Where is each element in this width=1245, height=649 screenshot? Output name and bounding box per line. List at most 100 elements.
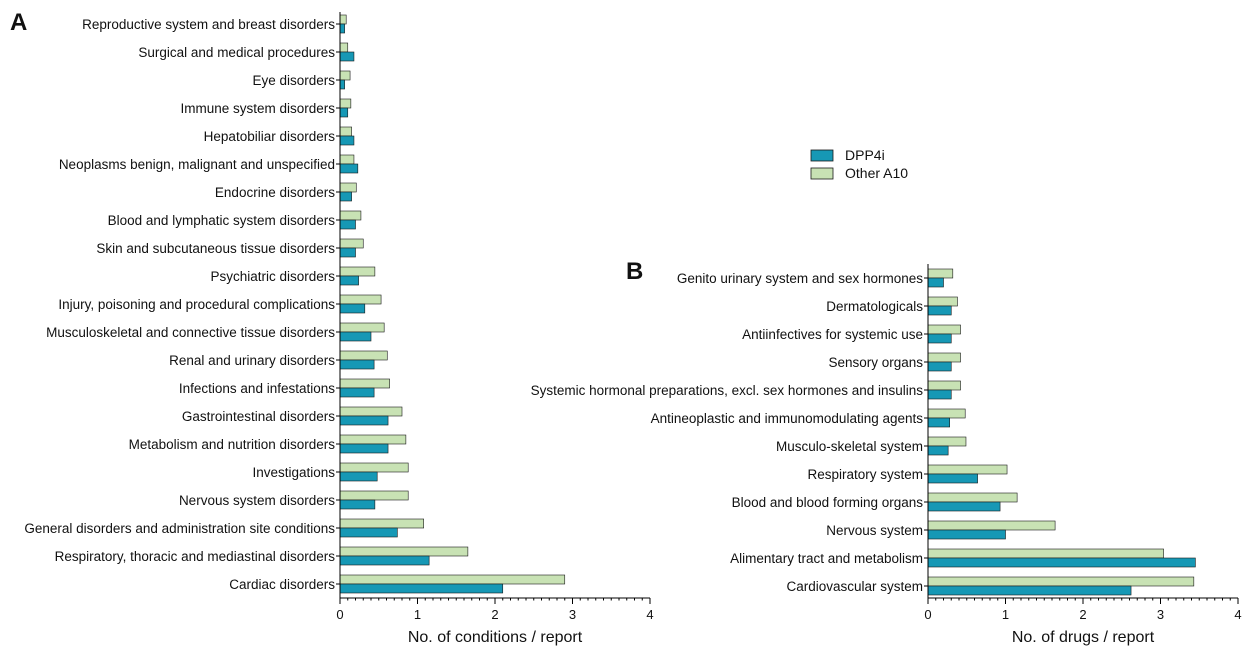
bar-other-a10-psychiatric-disorders	[339, 266, 376, 277]
x-tick-label: 3	[1157, 607, 1164, 622]
bar-dpp4i-psychiatric-disorders	[339, 275, 359, 286]
bar-other-a10-hepatobiliar-disorders	[339, 126, 352, 137]
bar-other-a10-blood-and-lymphatic-system-disorders	[339, 210, 362, 221]
bar-other-a10-nervous-system	[927, 520, 1056, 531]
bar-dpp4i-cardiac-disorders	[339, 583, 504, 594]
bar-other-a10-blood-and-blood-forming-organs	[927, 492, 1018, 503]
bar-other-a10-reproductive-system-and-breast-disorders	[339, 14, 347, 25]
bar-other-a10-respiratory-thoracic-and-mediastinal-disorders	[339, 546, 469, 557]
bar-dpp4i-general-disorders-and-administration-site-conditions	[339, 527, 398, 538]
bar-dpp4i-blood-and-blood-forming-organs	[927, 501, 1001, 512]
category-label-respiratory-thoracic-and-mediastinal-disorders: Respiratory, thoracic and mediastinal di…	[55, 549, 336, 564]
category-label-renal-and-urinary-disorders: Renal and urinary disorders	[169, 353, 335, 368]
bar-other-a10-respiratory-system	[927, 464, 1008, 475]
bar-other-a10-musculo-skeletal-system	[927, 436, 967, 447]
bar-dpp4i-systemic-hormonal-preparations-excl-sex-hormones-and-insulins	[927, 389, 952, 400]
bar-dpp4i-cardiovascular-system	[927, 585, 1132, 596]
category-label-nervous-system-disorders: Nervous system disorders	[179, 493, 335, 508]
category-label-musculoskeletal-and-connective-tissue-disorders: Musculoskeletal and connective tissue di…	[46, 325, 335, 340]
bar-other-a10-gastrointestinal-disorders	[339, 406, 403, 417]
x-tick-label: 4	[646, 607, 653, 622]
bar-dpp4i-respiratory-system	[927, 473, 978, 484]
bar-dpp4i-sensory-organs	[927, 361, 952, 372]
legend: DPP4i Other A10	[810, 147, 908, 181]
bar-dpp4i-antineoplastic-and-immunomodulating-agents	[927, 417, 951, 428]
x-tick-label: 0	[336, 607, 343, 622]
category-label-musculo-skeletal-system: Musculo-skeletal system	[776, 439, 923, 454]
category-label-sensory-organs: Sensory organs	[828, 355, 923, 370]
bar-other-a10-injury-poisoning-and-procedural-complications	[339, 294, 382, 305]
legend-label-dpp4i: DPP4i	[845, 147, 885, 163]
category-label-blood-and-lymphatic-system-disorders: Blood and lymphatic system disorders	[108, 213, 336, 228]
legend-swatch-dpp4i	[810, 149, 834, 162]
bar-other-a10-general-disorders-and-administration-site-conditions	[339, 518, 424, 529]
bar-dpp4i-skin-and-subcutaneous-tissue-disorders	[339, 247, 356, 258]
bar-other-a10-skin-and-subcutaneous-tissue-disorders	[339, 238, 364, 249]
category-label-genito-urinary-system-and-sex-hormones: Genito urinary system and sex hormones	[677, 271, 923, 286]
category-label-alimentary-tract-and-metabolism: Alimentary tract and metabolism	[730, 551, 923, 566]
bar-other-a10-neoplasms-benign-malignant-and-unspecified	[339, 154, 355, 165]
bar-other-a10-alimentary-tract-and-metabolism	[927, 548, 1164, 559]
category-label-infections-and-infestations: Infections and infestations	[179, 381, 335, 396]
category-label-antiinfectives-for-systemic-use: Antiinfectives for systemic use	[742, 327, 923, 342]
x-tick-label: 2	[491, 607, 498, 622]
bar-other-a10-cardiovascular-system	[927, 576, 1195, 587]
category-label-endocrine-disorders: Endocrine disorders	[215, 185, 335, 200]
bar-other-a10-surgical-and-medical-procedures	[339, 42, 349, 53]
bar-dpp4i-eye-disorders	[339, 79, 345, 90]
category-label-eye-disorders: Eye disorders	[252, 73, 335, 88]
bar-dpp4i-musculoskeletal-and-connective-tissue-disorders	[339, 331, 372, 342]
bar-dpp4i-renal-and-urinary-disorders	[339, 359, 375, 370]
bar-dpp4i-musculo-skeletal-system	[927, 445, 949, 456]
x-tick-label: 1	[1002, 607, 1009, 622]
legend-label-other-a10: Other A10	[845, 165, 908, 181]
bar-dpp4i-investigations	[339, 471, 378, 482]
category-label-injury-poisoning-and-procedural-complications: Injury, poisoning and procedural complic…	[58, 297, 335, 312]
category-label-respiratory-system: Respiratory system	[807, 467, 923, 482]
bar-other-a10-infections-and-infestations	[339, 378, 390, 389]
bar-dpp4i-gastrointestinal-disorders	[339, 415, 389, 426]
bar-other-a10-antiinfectives-for-systemic-use	[927, 324, 961, 335]
bar-dpp4i-nervous-system	[927, 529, 1006, 540]
bar-dpp4i-nervous-system-disorders	[339, 499, 376, 510]
x-tick-label: 4	[1234, 607, 1241, 622]
bar-dpp4i-antiinfectives-for-systemic-use	[927, 333, 952, 344]
bar-dpp4i-surgical-and-medical-procedures	[339, 51, 355, 62]
category-label-antineoplastic-and-immunomodulating-agents: Antineoplastic and immunomodulating agen…	[651, 411, 924, 426]
category-label-metabolism-and-nutrition-disorders: Metabolism and nutrition disorders	[129, 437, 336, 452]
panel-b-label: B	[626, 258, 643, 285]
bar-other-a10-systemic-hormonal-preparations-excl-sex-hormones-and-insulins	[927, 380, 961, 391]
panel-a-plot: Reproductive system and breast disorders…	[24, 12, 654, 622]
bar-other-a10-metabolism-and-nutrition-disorders	[339, 434, 407, 445]
category-label-blood-and-blood-forming-organs: Blood and blood forming organs	[732, 495, 924, 510]
category-label-gastrointestinal-disorders: Gastrointestinal disorders	[182, 409, 335, 424]
category-label-dermatologicals: Dermatologicals	[826, 299, 923, 314]
category-label-reproductive-system-and-breast-disorders: Reproductive system and breast disorders	[82, 17, 335, 32]
bar-other-a10-eye-disorders	[339, 70, 351, 81]
category-label-immune-system-disorders: Immune system disorders	[180, 101, 335, 116]
x-tick-label: 2	[1079, 607, 1086, 622]
x-tick-label: 0	[924, 607, 931, 622]
panel-b: B Genito urinary system and sex hormones…	[531, 258, 1242, 646]
category-label-general-disorders-and-administration-site-conditions: General disorders and administration sit…	[24, 521, 335, 536]
bar-other-a10-sensory-organs	[927, 352, 961, 363]
bar-other-a10-immune-system-disorders	[339, 98, 352, 109]
category-label-hepatobiliar-disorders: Hepatobiliar disorders	[204, 129, 336, 144]
category-label-systemic-hormonal-preparations-excl-sex-hormones-and-insulins: Systemic hormonal preparations, excl. se…	[531, 383, 924, 398]
bar-dpp4i-injury-poisoning-and-procedural-complications	[339, 303, 366, 314]
bar-other-a10-nervous-system-disorders	[339, 490, 409, 501]
bar-dpp4i-respiratory-thoracic-and-mediastinal-disorders	[339, 555, 430, 566]
bar-dpp4i-endocrine-disorders	[339, 191, 352, 202]
bar-other-a10-antineoplastic-and-immunomodulating-agents	[927, 408, 966, 419]
bar-dpp4i-alimentary-tract-and-metabolism	[927, 557, 1196, 568]
bar-dpp4i-metabolism-and-nutrition-disorders	[339, 443, 389, 454]
category-label-cardiovascular-system: Cardiovascular system	[786, 579, 923, 594]
bar-dpp4i-dermatologicals	[927, 305, 952, 316]
category-label-surgical-and-medical-procedures: Surgical and medical procedures	[138, 45, 335, 60]
category-label-cardiac-disorders: Cardiac disorders	[229, 577, 335, 592]
bar-other-a10-musculoskeletal-and-connective-tissue-disorders	[339, 322, 385, 333]
bar-other-a10-cardiac-disorders	[339, 574, 566, 585]
bar-other-a10-investigations	[339, 462, 409, 473]
legend-swatch-other-a10	[810, 167, 834, 180]
